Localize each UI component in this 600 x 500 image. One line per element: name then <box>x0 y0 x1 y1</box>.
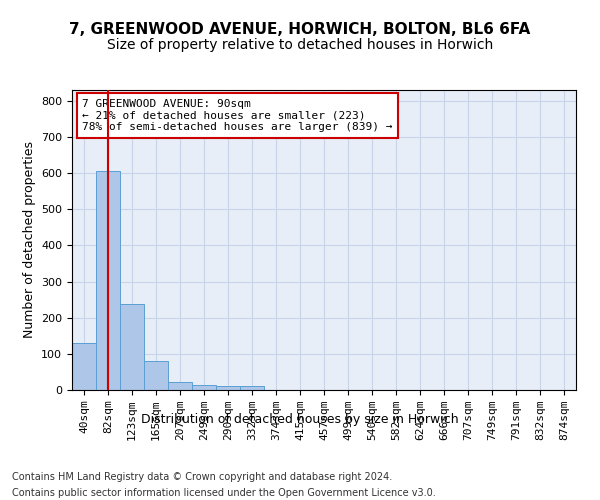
Bar <box>120 304 144 390</box>
Text: Contains public sector information licensed under the Open Government Licence v3: Contains public sector information licen… <box>12 488 436 498</box>
Bar <box>168 382 192 390</box>
Text: Contains HM Land Registry data © Crown copyright and database right 2024.: Contains HM Land Registry data © Crown c… <box>12 472 392 482</box>
Bar <box>240 386 264 390</box>
Text: Size of property relative to detached houses in Horwich: Size of property relative to detached ho… <box>107 38 493 52</box>
Y-axis label: Number of detached properties: Number of detached properties <box>23 142 35 338</box>
Text: Distribution of detached houses by size in Horwich: Distribution of detached houses by size … <box>141 412 459 426</box>
Text: 7 GREENWOOD AVENUE: 90sqm
← 21% of detached houses are smaller (223)
78% of semi: 7 GREENWOOD AVENUE: 90sqm ← 21% of detac… <box>82 99 392 132</box>
Bar <box>192 384 216 390</box>
Bar <box>144 361 168 390</box>
Bar <box>72 343 96 390</box>
Bar <box>96 172 120 390</box>
Text: 7, GREENWOOD AVENUE, HORWICH, BOLTON, BL6 6FA: 7, GREENWOOD AVENUE, HORWICH, BOLTON, BL… <box>70 22 530 38</box>
Bar <box>216 386 240 390</box>
